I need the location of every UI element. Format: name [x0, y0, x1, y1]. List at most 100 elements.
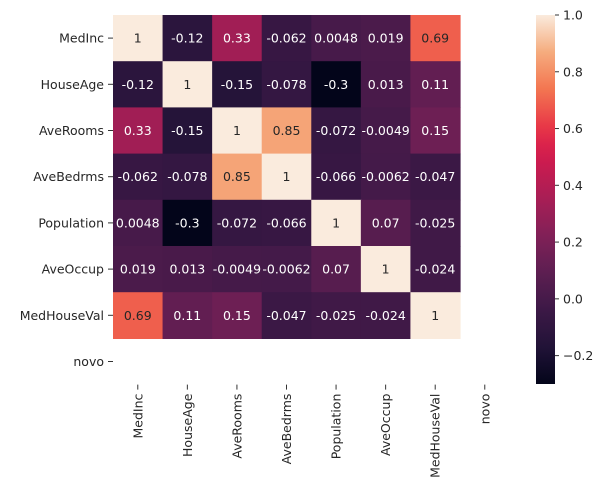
cell-label: 0.019	[368, 31, 404, 46]
cell-label: 0.07	[322, 262, 350, 277]
heatmap-cell	[113, 199, 164, 247]
heatmap-cell	[212, 199, 263, 247]
row-label: AveBedrms	[33, 169, 104, 184]
cell-label: -0.12	[171, 31, 203, 46]
cell-label: -0.047	[266, 308, 306, 323]
cell-label: -0.0049	[213, 262, 261, 277]
row-label: MedInc	[59, 31, 104, 46]
cell-label: -0.15	[221, 77, 253, 92]
column-labels: MedInc HouseAge AveRooms AveBedrms Populatio…	[130, 384, 492, 478]
colorbar-tick-label: 0.0	[563, 291, 583, 306]
cell-label: -0.0062	[262, 262, 310, 277]
colorbar-tick-label: 0.8	[563, 64, 583, 79]
heatmap-cell	[212, 107, 263, 155]
cell-label: 0.33	[223, 31, 251, 46]
row-label: HouseAge	[41, 77, 105, 92]
heatmap-cell	[113, 153, 164, 201]
cell-label: -0.024	[365, 308, 405, 323]
cell-label: -0.024	[415, 262, 455, 277]
cell-label: 0.85	[223, 169, 251, 184]
heatmap-cell	[360, 107, 412, 155]
column-label: novo	[477, 394, 492, 425]
heatmap-cell	[113, 246, 164, 293]
heatmap-cell	[212, 292, 263, 339]
colorbar-tick-label: 0.2	[563, 235, 583, 250]
cell-label: -0.072	[217, 215, 257, 230]
heatmap-cells: 1 -0.12 0.33 -0.062 0.0048 0.019 0.69 -0.12 1 -0.…	[113, 15, 461, 339]
heatmap-cell	[311, 15, 362, 62]
heatmap-cell	[162, 107, 213, 155]
cell-label: 0.019	[120, 262, 156, 277]
heatmap-cell	[410, 292, 461, 339]
heatmap-cell	[261, 199, 312, 247]
colorbar: −0.2 0.0 0.2 0.4 0.6 0.8 1.0	[536, 8, 593, 384]
heatmap-cell	[360, 199, 412, 247]
heatmap-cell	[162, 153, 213, 201]
cell-label: 0.0048	[314, 31, 358, 46]
heatmap-cell	[311, 292, 362, 339]
heatmap-cell	[212, 246, 263, 293]
cell-label: 1	[382, 262, 390, 277]
cell-label: 0.013	[368, 77, 404, 92]
cell-label: -0.066	[266, 215, 306, 230]
cell-label: 1	[183, 77, 191, 92]
cell-label: 0.15	[421, 123, 449, 138]
heatmap-cell	[113, 107, 164, 155]
heatmap-cell	[410, 15, 461, 62]
row-label: Population	[38, 215, 104, 230]
heatmap-cell	[261, 107, 312, 155]
cell-label: -0.062	[266, 31, 306, 46]
cell-label: 1	[134, 31, 142, 46]
cell-label: -0.15	[171, 123, 203, 138]
cell-label: -0.072	[316, 123, 356, 138]
cell-label: 0.69	[421, 31, 449, 46]
heatmap-cell	[212, 15, 263, 62]
cell-label: -0.025	[415, 215, 455, 230]
column-label: AveOccup	[378, 394, 393, 456]
colorbar-tick-label: −0.2	[563, 348, 593, 363]
cell-label: -0.3	[175, 215, 199, 230]
cell-label: 0.11	[173, 308, 201, 323]
cell-label: 1	[431, 308, 439, 323]
row-labels: MedInc HouseAge AveRooms AveBedrms Populatio…	[20, 31, 113, 369]
heatmap-cell	[311, 61, 362, 108]
cell-label: -0.0049	[362, 123, 410, 138]
cell-label: 1	[332, 215, 340, 230]
cell-label: 0.69	[124, 308, 152, 323]
cell-label: 0.0048	[116, 215, 160, 230]
column-label: MedHouseVal	[428, 394, 443, 478]
heatmap-cell	[410, 199, 461, 247]
row-label: AveRooms	[39, 123, 104, 138]
cell-label: 0.85	[273, 123, 301, 138]
column-label: HouseAge	[180, 393, 195, 457]
column-label: Population	[329, 394, 344, 460]
heatmap-cell	[162, 61, 213, 108]
cell-label: 0.07	[372, 215, 400, 230]
heatmap-cell	[261, 15, 312, 62]
heatmap-cell	[311, 199, 362, 247]
cell-label: 1	[283, 169, 291, 184]
heatmap-cell	[410, 61, 461, 108]
cell-label: -0.047	[415, 169, 455, 184]
heatmap-cell	[311, 107, 362, 155]
heatmap-cell	[261, 61, 312, 108]
heatmap-cell	[360, 61, 412, 108]
colorbar-tick-label: 1.0	[563, 8, 583, 23]
cell-label: 0.11	[421, 77, 449, 92]
heatmap-cell	[113, 61, 164, 108]
cell-label: 0.33	[124, 123, 152, 138]
column-label: AveBedrms	[279, 394, 294, 465]
heatmap-cell	[360, 15, 412, 62]
heatmap-cell	[261, 153, 312, 201]
cell-label: 0.15	[223, 308, 251, 323]
heatmap-cell	[212, 153, 263, 201]
heatmap-cell	[261, 292, 312, 339]
cell-label: -0.078	[266, 77, 306, 92]
heatmap-cell	[162, 246, 213, 293]
row-label: novo	[73, 354, 104, 369]
column-label: AveRooms	[229, 394, 244, 459]
heatmap-cell	[410, 107, 461, 155]
cell-label: -0.066	[316, 169, 356, 184]
heatmap-cell	[113, 15, 164, 62]
